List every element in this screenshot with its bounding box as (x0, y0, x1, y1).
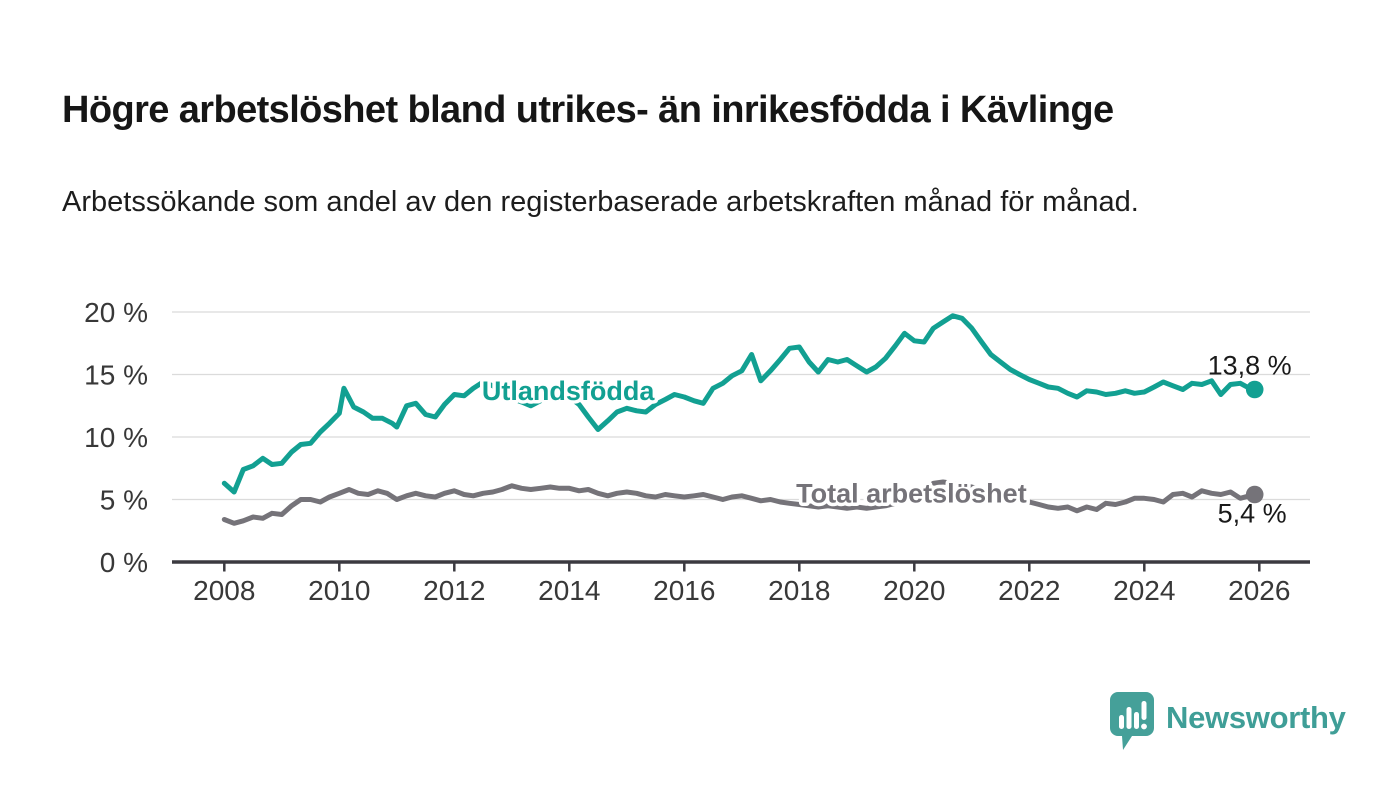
newsworthy-bubble-chart-icon (1110, 691, 1154, 750)
newsworthy-logo: Newsworthy (1108, 680, 1358, 755)
x-tick-label: 2024 (1113, 575, 1175, 606)
data-series (221, 313, 1258, 526)
y-tick-label: 0 % (100, 547, 148, 578)
series-line-utlandsfodda (221, 313, 1258, 495)
logo-bar-1 (1119, 714, 1124, 729)
logo-bar-3 (1134, 711, 1139, 729)
series-line-total (221, 479, 1258, 526)
logo-bubble-shape (1110, 691, 1154, 750)
series-endpoint-dot (1245, 485, 1264, 504)
page-title: Högre arbetslöshet bland utrikes- än inr… (62, 89, 1114, 132)
logo-exclamation-bar (1141, 700, 1147, 720)
series-label: Utlandsfödda (482, 376, 655, 406)
logo-exclamation-dot (1141, 723, 1147, 729)
page-subtitle: Arbetssökande som andel av den registerb… (62, 186, 1139, 218)
gridlines (172, 311, 1310, 501)
logo-bar-2 (1126, 706, 1132, 729)
x-tick-label: 2016 (653, 575, 715, 606)
x-tick-label: 2020 (883, 575, 945, 606)
x-axis-tick-labels: 2008 2010 2012 2014 2016 2018 2020 2022 2024 2026 (193, 575, 1290, 606)
y-tick-label: 5 % (100, 485, 148, 516)
series-end-value-label: 13,8 % (1208, 351, 1292, 381)
newsworthy-brand-text: Newsworthy (1166, 699, 1346, 735)
x-tick-label: 2012 (423, 575, 485, 606)
x-tick-label: 2018 (768, 575, 830, 606)
y-axis-tick-labels: 0 % 5 % 10 % 15 % 20 % (84, 297, 148, 578)
x-tick-label: 2022 (998, 575, 1060, 606)
series-inline-labels: Utlandsfödda Total arbetslöshet (478, 372, 1030, 512)
y-tick-label: 20 % (84, 297, 148, 328)
y-tick-label: 15 % (84, 360, 148, 391)
x-tick-label: 2008 (193, 575, 255, 606)
x-tick-label: 2014 (538, 575, 600, 606)
series-end-value-label: 5,4 % (1218, 499, 1287, 529)
y-tick-label: 10 % (84, 422, 148, 453)
series-endpoints: 13,8 % 5,4 % (1208, 351, 1292, 529)
series-endpoint-dot (1245, 380, 1264, 399)
x-tick-label: 2010 (308, 575, 370, 606)
x-axis (172, 560, 1310, 572)
x-tick-label: 2026 (1228, 575, 1290, 606)
series-label: Total arbetslöshet (796, 478, 1027, 508)
